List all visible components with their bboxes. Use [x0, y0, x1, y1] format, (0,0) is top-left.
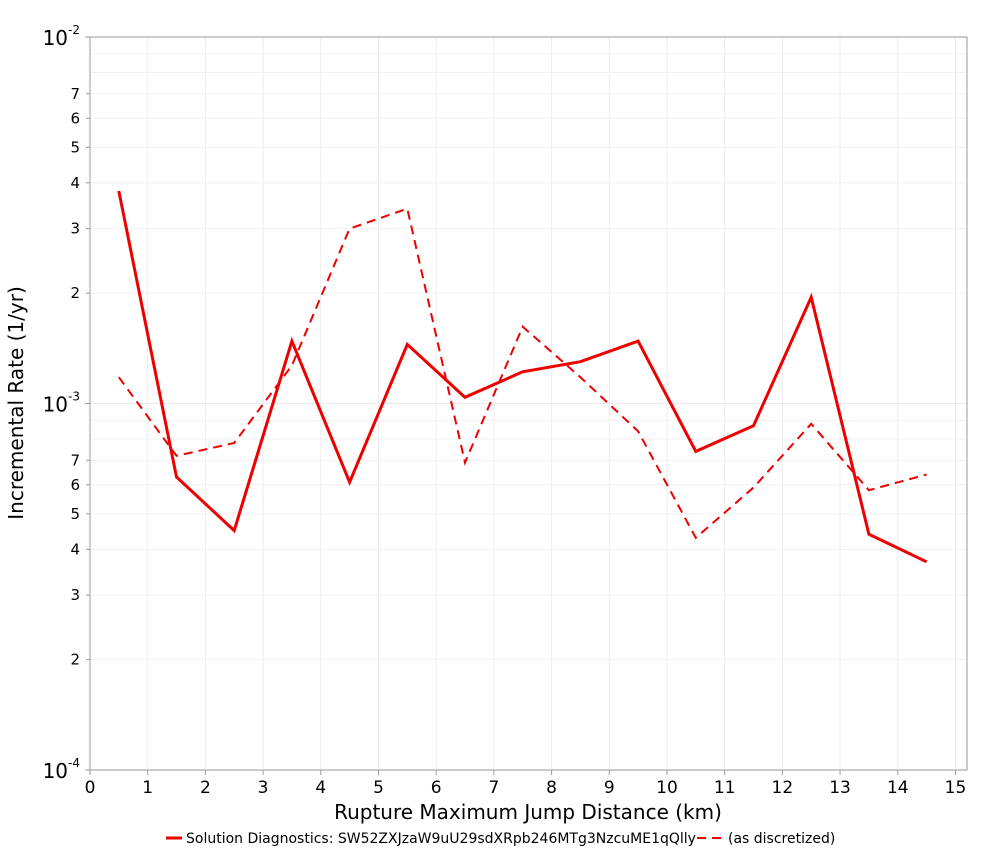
x-tick-label: 3 [258, 778, 269, 798]
y-axis-title: Incremental Rate (1/yr) [4, 286, 28, 519]
y-minor-tick-label: 7 [70, 451, 80, 469]
x-tick-label: 8 [546, 778, 557, 798]
x-axis-title: Rupture Maximum Jump Distance (km) [334, 800, 722, 824]
x-tick-label: 14 [887, 778, 909, 798]
y-minor-tick-label: 2 [70, 651, 80, 669]
x-tick-label: 4 [315, 778, 326, 798]
x-axis: 0 1 2 3 4 5 6 7 8 9 10 11 12 13 14 15 [85, 770, 967, 798]
y-minor-tick-label: 7 [70, 85, 80, 103]
grid-lines [89, 36, 967, 771]
x-tick-label: 0 [85, 778, 96, 798]
x-tick-label: 9 [604, 778, 615, 798]
y-axis: 10-4 2 3 4 5 6 7 10-3 2 3 4 5 6 7 10-2 [43, 23, 90, 783]
y-minor-tick-label: 6 [70, 476, 80, 494]
x-tick-label: 11 [714, 778, 736, 798]
y-tick-label: 10-4 [43, 756, 80, 783]
x-tick-label: 2 [200, 778, 211, 798]
legend-label-dashed: (as discretized) [728, 831, 835, 847]
y-minor-tick-label: 5 [70, 505, 80, 523]
x-tick-label: 13 [829, 778, 851, 798]
y-minor-tick-label: 3 [70, 220, 80, 238]
x-tick-label: 15 [945, 778, 967, 798]
y-minor-tick-label: 3 [70, 586, 80, 604]
series-line-discretized [117, 207, 927, 540]
series-line-solution [117, 190, 928, 564]
y-minor-tick-label: 5 [70, 138, 80, 156]
x-tick-label: 1 [142, 778, 153, 798]
legend-label-solid: Solution Diagnostics: SW52ZXJzaW9uU29sdX… [186, 831, 696, 847]
y-minor-tick-label: 4 [70, 540, 80, 558]
x-tick-label: 6 [431, 778, 442, 798]
y-tick-label: 10-3 [43, 390, 80, 417]
x-tick-label: 7 [488, 778, 499, 798]
x-tick-label: 12 [772, 778, 794, 798]
y-minor-tick-label: 4 [70, 174, 80, 192]
y-tick-label: 10-2 [43, 23, 80, 50]
legend: Solution Diagnostics: SW52ZXJzaW9uU29sdX… [166, 831, 835, 847]
y-minor-tick-label: 6 [70, 109, 80, 127]
x-tick-label: 10 [656, 778, 678, 798]
y-minor-tick-label: 2 [70, 284, 80, 302]
x-tick-label: 5 [373, 778, 384, 798]
series-layer [117, 190, 928, 564]
